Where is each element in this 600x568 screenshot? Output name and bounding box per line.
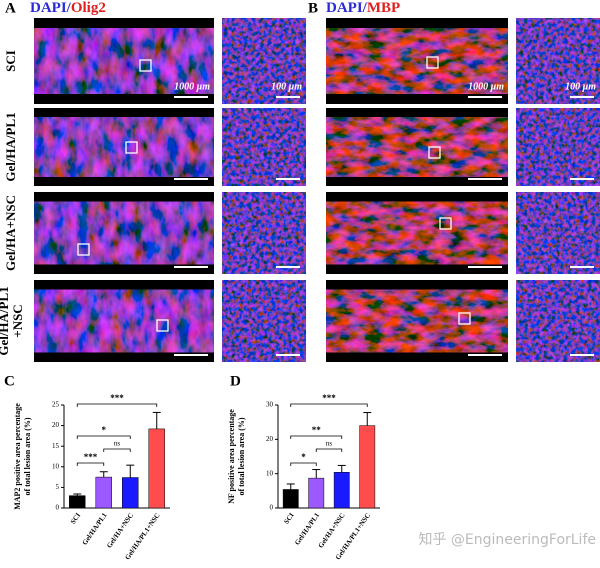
bar <box>333 472 350 509</box>
significance-bracket <box>103 448 131 452</box>
micrograph-zoom <box>516 18 600 104</box>
micrograph-tissue <box>34 117 214 177</box>
significance-bracket <box>290 462 317 466</box>
significance-bracket <box>315 448 343 452</box>
y-tick-label: 0 <box>270 504 274 512</box>
stain-part: / <box>362 0 368 16</box>
row-label: +NSC <box>10 304 25 337</box>
y-tick-label: 0 <box>56 504 60 512</box>
stain-part: DAPI <box>30 0 67 16</box>
significance-bracket <box>76 462 105 466</box>
micrograph-tissue <box>326 28 508 94</box>
significance-label: ns <box>326 440 333 448</box>
significance-label: *** <box>110 393 124 403</box>
panel-letter: B <box>308 0 318 16</box>
watermark: 知乎 @EngineeringForLife <box>418 531 596 548</box>
scale-label: 1000 μm <box>468 81 504 92</box>
stain-label: DAPI/MBP <box>326 0 400 16</box>
y-axis-label: of total lesion area (%) <box>23 417 32 495</box>
scale-label: 100 μm <box>271 81 302 92</box>
error-bar <box>337 464 346 473</box>
stain-part: MBP <box>367 0 400 16</box>
error-bar <box>363 412 372 426</box>
roi-box <box>458 312 471 325</box>
bar <box>308 477 325 509</box>
y-axis-label: of total lesion area (%) <box>237 417 246 495</box>
row-label: SCI <box>3 50 18 72</box>
error-bar <box>286 483 295 490</box>
roi-box <box>156 319 169 332</box>
error-bar <box>73 493 82 496</box>
row-label: Gel/HA+NSC <box>3 195 18 271</box>
panel-letter: C <box>4 373 15 389</box>
x-tick-label: Gel/HA/PL1 <box>293 511 321 547</box>
micrograph-tissue <box>34 28 214 94</box>
y-axis-label: NF positive area percentage <box>227 409 236 504</box>
micrograph-zoom <box>222 108 306 186</box>
stain-part: DAPI <box>326 0 363 16</box>
y-axis-label: MAP2 positive area percentage <box>13 403 22 510</box>
panel-letter: A <box>5 0 16 16</box>
micrograph-zoom <box>222 280 306 362</box>
stain-part: / <box>66 0 72 16</box>
y-tick-label: 10 <box>266 469 274 477</box>
error-bar <box>99 471 108 478</box>
error-bar <box>126 464 135 478</box>
significance-bracket <box>76 403 158 407</box>
y-tick-label: 10 <box>52 462 60 470</box>
micrograph-tissue <box>326 289 508 353</box>
significance-label: ns <box>114 440 121 448</box>
roi-box <box>77 243 90 256</box>
row-label: Gel/HA/PL1 <box>3 112 18 181</box>
roi-box <box>428 146 441 159</box>
x-tick-label: Gel/HA/PL1 <box>81 511 109 547</box>
scale-label: 1000 μm <box>174 81 210 92</box>
bar <box>282 489 299 509</box>
y-tick-label: 5 <box>56 483 60 491</box>
significance-label: *** <box>322 393 336 403</box>
row-label: Gel/HA/PL1 <box>0 286 11 355</box>
significance-bracket <box>290 403 368 407</box>
significance-label: *** <box>84 452 98 462</box>
panel-letter: D <box>230 373 241 389</box>
micrograph-zoom <box>516 192 600 274</box>
y-tick-label: 25 <box>52 401 60 409</box>
significance-label: * <box>301 452 306 462</box>
y-tick-label: 20 <box>52 421 60 429</box>
bar <box>148 428 165 509</box>
significance-label: * <box>102 425 107 435</box>
x-tick-label: Gel/HA+NSC <box>105 511 135 549</box>
micrograph-tissue <box>326 201 508 265</box>
significance-label: ** <box>312 425 322 435</box>
significance-bracket <box>76 435 131 439</box>
micrograph-tissue <box>34 289 214 353</box>
micrograph-tissue <box>34 201 214 265</box>
roi-box <box>125 141 138 154</box>
error-bar <box>312 469 321 479</box>
roi-box <box>426 56 439 69</box>
stain-part: Olig2 <box>71 0 106 16</box>
stain-label: DAPI/Olig2 <box>30 0 106 16</box>
micrograph-zoom <box>222 192 306 274</box>
bar <box>359 425 376 509</box>
error-bar <box>152 411 161 429</box>
roi-box <box>439 217 452 230</box>
y-tick-label: 30 <box>266 401 274 409</box>
x-tick-label: SCI <box>69 511 82 525</box>
scale-label: 100 μm <box>565 81 596 92</box>
micrograph-zoom <box>516 108 600 186</box>
y-tick-label: 15 <box>52 442 60 450</box>
roi-box <box>139 59 152 72</box>
x-tick-label: SCI <box>282 511 295 525</box>
micrograph-zoom <box>222 18 306 104</box>
micrograph-zoom <box>516 280 600 362</box>
y-tick-label: 20 <box>266 435 274 443</box>
micrograph-tissue <box>326 117 508 177</box>
bar <box>95 476 112 509</box>
bar <box>69 495 86 509</box>
bar <box>122 477 139 509</box>
significance-bracket <box>290 435 343 439</box>
